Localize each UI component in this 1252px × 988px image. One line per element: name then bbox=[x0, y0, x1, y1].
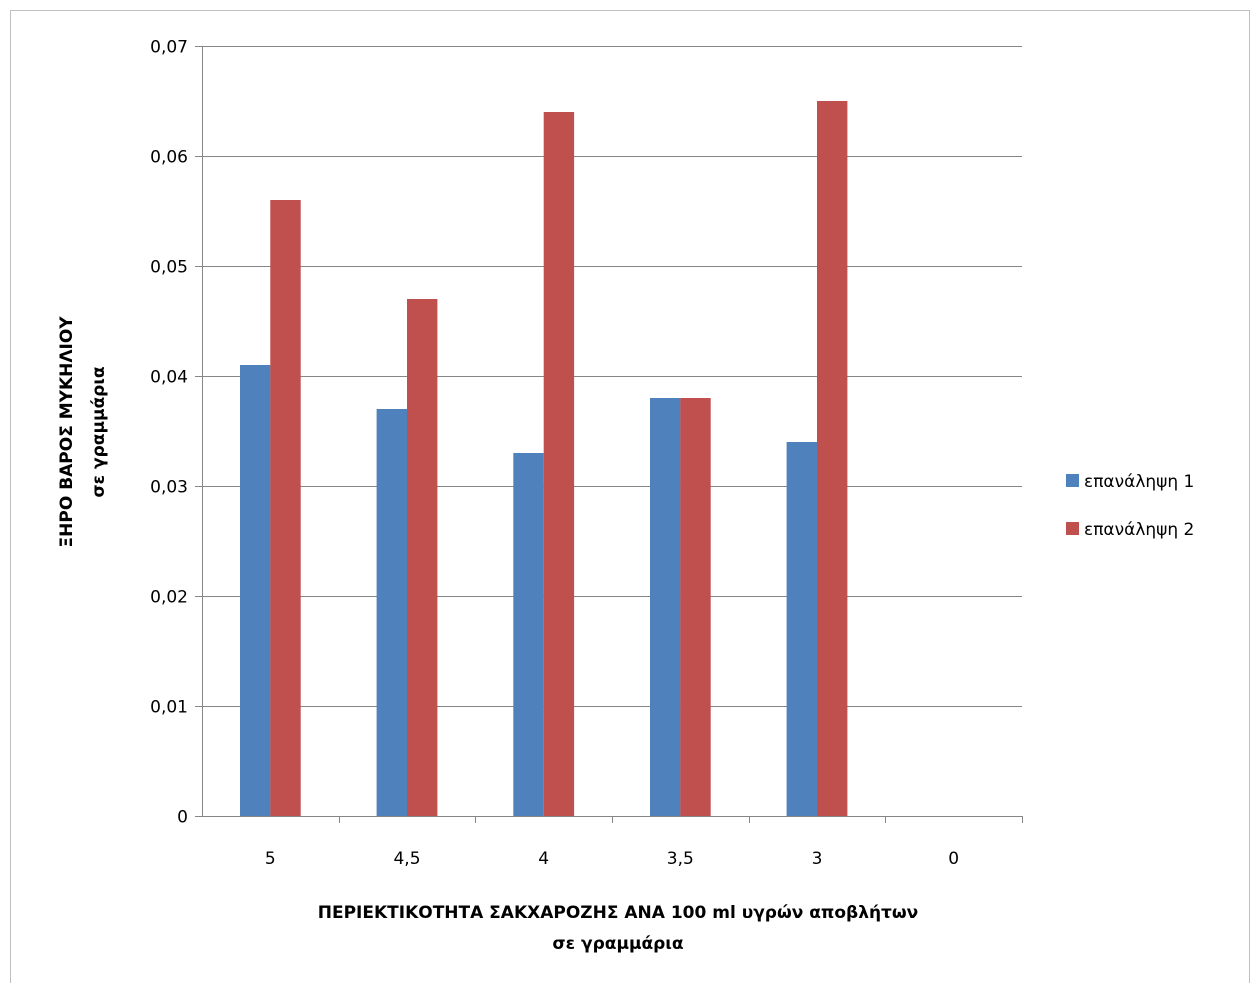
y-tick-label: 0,02 bbox=[150, 588, 188, 608]
y-tick-label: 0,05 bbox=[150, 258, 188, 278]
bar-series-1 bbox=[786, 442, 817, 816]
y-tick-labels: 0 0,01 0,02 0,03 0,04 0,05 0,06 0,07 bbox=[150, 38, 188, 828]
bar-series-2 bbox=[680, 398, 711, 816]
x-tick-label: 3 bbox=[812, 849, 823, 869]
axes bbox=[202, 46, 1023, 823]
bar-series-2 bbox=[270, 200, 301, 816]
bar-series-1 bbox=[240, 365, 271, 816]
y-tick-label: 0,04 bbox=[150, 368, 188, 388]
bar-series-1 bbox=[376, 409, 407, 816]
x-tick-label: 4,5 bbox=[393, 849, 420, 869]
y-axis-title-line1: ΞΗΡΟ ΒΑΡΟΣ ΜΥΚΗΛΙΟΥ bbox=[57, 316, 77, 548]
chart-border bbox=[10, 10, 1250, 986]
legend-swatch-series-2 bbox=[1066, 522, 1079, 535]
bar-series-2 bbox=[407, 299, 438, 816]
y-tick-label: 0,07 bbox=[150, 38, 188, 58]
bar-series-1 bbox=[513, 453, 544, 816]
y-tick-label: 0,06 bbox=[150, 148, 188, 168]
legend: επανάληψη 1 επανάληψη 2 bbox=[1066, 472, 1194, 540]
legend-label-series-1: επανάληψη 1 bbox=[1084, 472, 1194, 492]
y-tick-label: 0,03 bbox=[150, 478, 188, 498]
x-axis-title-line2: σε γραμμάρια bbox=[552, 934, 683, 954]
x-tick-label: 5 bbox=[265, 849, 276, 869]
bar-series-2 bbox=[817, 101, 848, 816]
bars bbox=[240, 101, 848, 816]
x-tick-label: 0 bbox=[948, 849, 959, 869]
y-tick-label: 0,01 bbox=[150, 698, 188, 718]
gridlines bbox=[195, 46, 1022, 817]
y-tick-label: 0 bbox=[177, 808, 188, 828]
x-tick-labels: 5 4,5 4 3,5 3 0 bbox=[265, 849, 959, 869]
bar-series-1 bbox=[650, 398, 681, 816]
bar-series-2 bbox=[543, 112, 575, 816]
x-axis-title-line1: ΠΕΡΙΕΚΤΙΚΟΤΗΤΑ ΣΑΚΧΑΡΟΖΗΣ ΑΝΑ 100 ml υγρ… bbox=[318, 903, 919, 923]
y-axis-title-line2: σε γραμμάρια bbox=[89, 366, 109, 497]
legend-swatch-series-1 bbox=[1066, 474, 1079, 487]
x-tick-label: 4 bbox=[538, 849, 549, 869]
x-tick-label: 3,5 bbox=[667, 849, 694, 869]
legend-label-series-2: επανάληψη 2 bbox=[1084, 520, 1194, 540]
